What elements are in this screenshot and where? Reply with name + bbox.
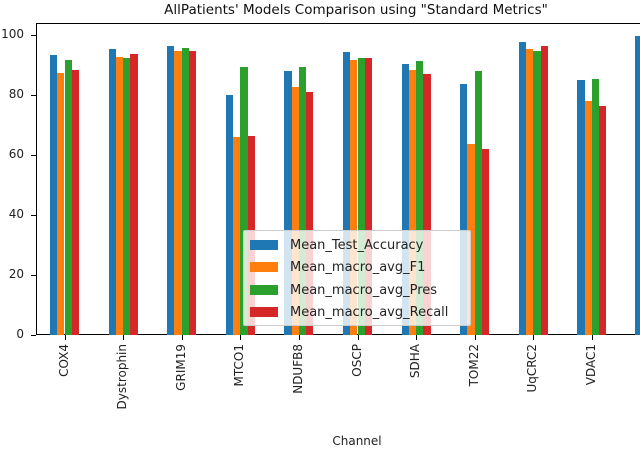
x-tick-mark [591, 335, 593, 340]
legend: Mean_Test_Accuracy Mean_macro_avg_F1 Mea… [243, 230, 471, 326]
bar-sdha-mean_macro_avg_pres [416, 61, 424, 335]
bar-oscp-mean_test_accuracy [342, 52, 351, 335]
legend-item-pres: Mean_macro_avg_Pres [250, 281, 437, 299]
bar-tom22-mean_macro_avg_pres [474, 71, 482, 335]
bar-tom22-mean_macro_avg_recall [482, 149, 490, 335]
bar-mtco1-mean_macro_avg_f1 [233, 137, 241, 335]
bar-sdha-mean_macro_avg_f1 [408, 70, 417, 335]
bar-mtco1-mean_test_accuracy [225, 95, 233, 335]
plot-area [36, 23, 640, 335]
bar-partial-cutoff [635, 35, 640, 335]
bar-vdac1-mean_test_accuracy [577, 79, 585, 335]
x-tick-mark [240, 335, 242, 340]
legend-label: Mean_macro_avg_Recall [290, 304, 449, 320]
x-tick-mark [64, 335, 66, 340]
bar-grim19-mean_macro_avg_recall [189, 50, 197, 335]
x-tick-mark [181, 335, 183, 340]
legend-swatch-recall [250, 307, 278, 317]
x-tick-mark [357, 335, 359, 340]
legend-item-recall: Mean_macro_avg_Recall [250, 303, 448, 321]
bar-grim19-mean_test_accuracy [167, 46, 175, 335]
legend-swatch-accuracy [250, 240, 278, 250]
x-tick-mark [298, 335, 300, 340]
bar-dystrophin-mean_test_accuracy [108, 49, 116, 335]
y-tick-mark [31, 215, 36, 216]
bar-sdha-mean_test_accuracy [401, 64, 409, 335]
x-tick-mark [474, 335, 476, 340]
legend-item-f1: Mean_macro_avg_F1 [250, 258, 425, 276]
bar-mtco1-mean_macro_avg_pres [240, 67, 248, 335]
y-tick-mark [31, 155, 36, 156]
x-tick-label: COX4 [56, 344, 71, 377]
bar-tom22-mean_macro_avg_f1 [467, 144, 475, 335]
bar-dystrophin-mean_macro_avg_f1 [115, 56, 124, 335]
legend-swatch-f1 [250, 262, 278, 272]
y-tick-mark [31, 95, 36, 96]
y-tick-label: 100 [1, 27, 24, 41]
bar-sdha-mean_macro_avg_recall [423, 73, 431, 335]
chart-title: AllPatients' Models Comparison using "St… [164, 2, 548, 18]
x-tick-label: MTCO1 [232, 344, 247, 387]
bar-vdac1-mean_macro_avg_recall [599, 106, 607, 335]
legend-swatch-pres [250, 285, 278, 295]
x-tick-label: GRIM19 [173, 344, 188, 391]
bar-uqcrc2-mean_test_accuracy [518, 42, 526, 335]
x-tick-label: UqCRC2 [525, 344, 540, 393]
x-tick-mark [416, 335, 418, 340]
bar-dystrophin-mean_macro_avg_pres [123, 58, 131, 335]
bar-dystrophin-mean_macro_avg_recall [130, 53, 138, 335]
legend-label: Mean_macro_avg_Pres [290, 282, 438, 298]
bar-cox4-mean_macro_avg_f1 [57, 73, 65, 335]
bar-cox4-mean_macro_avg_pres [64, 59, 72, 335]
x-tick-label: TOM22 [466, 344, 481, 387]
y-tick-label: 60 [8, 147, 24, 161]
bar-vdac1-mean_macro_avg_f1 [584, 101, 592, 335]
y-tick-label: 80 [8, 87, 24, 101]
legend-label: Mean_Test_Accuracy [290, 237, 424, 253]
x-tick-label: NDUFB8 [290, 344, 305, 394]
bar-uqcrc2-mean_macro_avg_pres [533, 50, 541, 335]
x-tick-label: Dystrophin [115, 344, 130, 410]
bar-ndufb8-mean_macro_avg_recall [306, 92, 314, 335]
bar-vdac1-mean_macro_avg_pres [591, 78, 600, 335]
bar-uqcrc2-mean_macro_avg_recall [540, 46, 548, 335]
y-tick-mark [31, 275, 36, 276]
bar-ndufb8-mean_macro_avg_pres [298, 67, 307, 335]
legend-label: Mean_macro_avg_F1 [290, 259, 426, 275]
y-tick-label: 40 [8, 207, 24, 221]
y-tick-mark [31, 335, 36, 336]
bar-cox4-mean_test_accuracy [49, 55, 58, 335]
y-tick-mark [31, 35, 36, 36]
bar-uqcrc2-mean_macro_avg_f1 [526, 49, 534, 335]
bar-oscp-mean_macro_avg_recall [364, 58, 373, 335]
bar-ndufb8-mean_test_accuracy [284, 70, 292, 335]
x-tick-label: OSCP [349, 344, 364, 377]
bar-tom22-mean_test_accuracy [460, 84, 468, 335]
bar-grim19-mean_macro_avg_pres [181, 47, 189, 335]
bar-grim19-mean_macro_avg_f1 [174, 50, 182, 335]
y-tick-label: 0 [16, 327, 24, 341]
bar-oscp-mean_macro_avg_pres [357, 58, 365, 335]
bar-oscp-mean_macro_avg_f1 [350, 59, 358, 335]
y-tick-label: 20 [8, 267, 24, 281]
legend-item-accuracy: Mean_Test_Accuracy [250, 236, 423, 254]
x-tick-mark [123, 335, 125, 340]
x-tick-label: VDAC1 [583, 344, 598, 386]
x-tick-mark [533, 335, 535, 340]
x-tick-label: SDHA [408, 344, 423, 379]
bar-ndufb8-mean_macro_avg_f1 [291, 87, 299, 335]
bar-cox4-mean_macro_avg_recall [71, 69, 80, 335]
x-axis-label: Channel [332, 434, 382, 448]
